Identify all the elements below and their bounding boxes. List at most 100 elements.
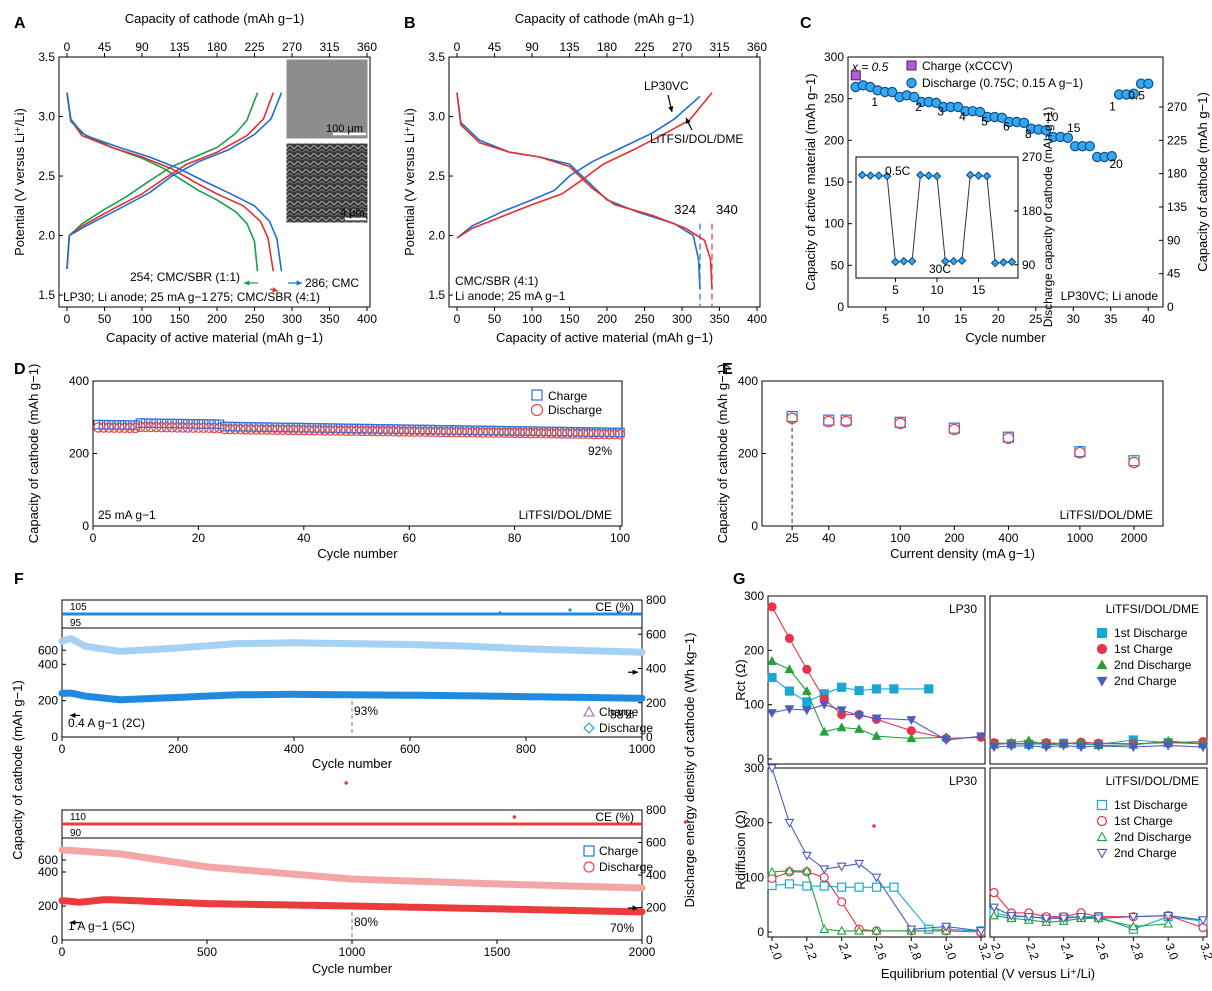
y-tick-label: 800 [646, 803, 666, 817]
y2-axis-title: Capacity of cathode (mAh g−1) [1195, 92, 1210, 272]
inset-point [940, 256, 950, 266]
x-tick-label: 600 [400, 742, 420, 756]
y-tick-label: 45 [1167, 267, 1181, 281]
charge-point [293, 422, 304, 433]
resistance-point [854, 685, 864, 696]
y-tick-label: 2.0 [428, 229, 445, 243]
discharge-point [451, 426, 462, 438]
discharge-point [509, 427, 520, 439]
charge-point [235, 421, 246, 432]
legend-marker [1096, 627, 1108, 639]
y-tick-label: 200 [824, 133, 844, 147]
series-arrow-head [272, 287, 278, 293]
panel-label-d: D [14, 361, 26, 378]
x-tick-label: 35 [1104, 312, 1118, 326]
rate-label: 8 [1025, 127, 1032, 141]
subplot-title: LP30 [949, 602, 977, 616]
discharge-curve [66, 92, 283, 272]
y-tick-label: 800 [646, 593, 666, 607]
resistance-point [767, 764, 777, 774]
x-tick-label: 100 [610, 531, 630, 545]
resistance-point [784, 818, 795, 828]
x-tick-label: 0 [90, 531, 97, 545]
panel-note: CMC/SBR (4:1) [455, 274, 538, 288]
charge-point [183, 418, 193, 429]
resistance-point [889, 882, 899, 892]
charge-curve [456, 92, 713, 239]
discharge-point [546, 428, 557, 439]
discharge-point [504, 427, 515, 439]
x-tick-label: 350 [319, 312, 339, 326]
subplot-title: LP30 [949, 774, 977, 788]
charge-point [356, 423, 367, 434]
discharge-point [604, 428, 615, 440]
inset-point [999, 258, 1008, 267]
resistance-line [993, 744, 1204, 748]
resistance-point [767, 709, 777, 718]
x-tick-label: 3.0 [1162, 941, 1181, 962]
charge-point [335, 423, 346, 434]
retention-label: 88% [610, 707, 634, 721]
charge-point [161, 418, 172, 429]
resistance-point [1198, 743, 1208, 753]
y2-axis-title: Discharge energy density of cathode (Wh … [682, 633, 697, 908]
y-tick-label: 200 [38, 899, 58, 913]
x-tick-label: 2000 [629, 945, 656, 959]
y-axis-title-top: Rct (Ω) [733, 659, 748, 701]
subplot-title: LiTFSI/DOL/DME [1106, 774, 1199, 788]
resistance-point [871, 714, 882, 724]
discharge-point [593, 428, 605, 440]
x-tick-label: 400 [357, 312, 377, 326]
x-tick-label: 1500 [484, 945, 511, 959]
discharge-point [822, 415, 835, 428]
discharge-point [583, 428, 594, 440]
resistance-point [767, 873, 777, 884]
resistance-point [989, 903, 999, 913]
x-tick-label: 300 [282, 312, 302, 326]
y-tick-label: 600 [38, 643, 58, 657]
discharge-point [598, 428, 610, 440]
charge-point [288, 422, 299, 433]
y-tick-label: 2.0 [38, 229, 55, 243]
legend-label-discharge: Discharge [599, 721, 653, 735]
resistance-point [1058, 741, 1069, 751]
resistance-point [1163, 918, 1174, 928]
scale-label: 4 μm [340, 207, 365, 219]
discharge-point [567, 428, 578, 439]
panel-note: 0.4 A g−1 (2C) [68, 716, 145, 730]
x-tick-label: 360 [747, 40, 767, 54]
x-tick-label: 3.2 [975, 941, 994, 962]
discharge-point [356, 425, 367, 437]
energy-density-band [58, 846, 646, 892]
retention-label: 80% [354, 915, 378, 929]
x-tick-label: 3.0 [940, 941, 959, 962]
x-tick-label: 400 [747, 312, 767, 326]
discharge-point [1040, 125, 1052, 136]
legend-marker-discharge [583, 722, 595, 734]
inset-point [857, 170, 867, 180]
resistance-line [993, 906, 1204, 921]
x-tick-label: 2.8 [906, 941, 925, 962]
y-tick-label: 200 [744, 643, 764, 657]
ce-outlier [618, 610, 622, 614]
y-tick-label: 3.0 [38, 110, 55, 124]
x-axis-title: Equilibrium potential (V versus Li⁺/Li) [881, 966, 1095, 981]
resistance-point [837, 882, 847, 892]
resistance-point [1023, 742, 1034, 752]
energy-density-band [58, 634, 646, 656]
discharge-point [572, 428, 584, 439]
y-tick-label: 3.5 [38, 50, 55, 64]
y-tick-label: 200 [744, 816, 764, 830]
discharge-point [409, 426, 420, 437]
charge-point [193, 419, 204, 429]
legend-label: 1st Discharge [1114, 626, 1188, 640]
retention-label: 92% [588, 444, 612, 458]
series-label: 286; CMC [305, 276, 359, 290]
charge-curve [66, 92, 259, 269]
resistance-line [771, 767, 982, 932]
charge-point [272, 422, 283, 433]
discharge-point [477, 427, 489, 438]
legend-marker-discharge [530, 403, 544, 417]
resistance-point [854, 882, 864, 892]
resistance-point [836, 862, 847, 872]
